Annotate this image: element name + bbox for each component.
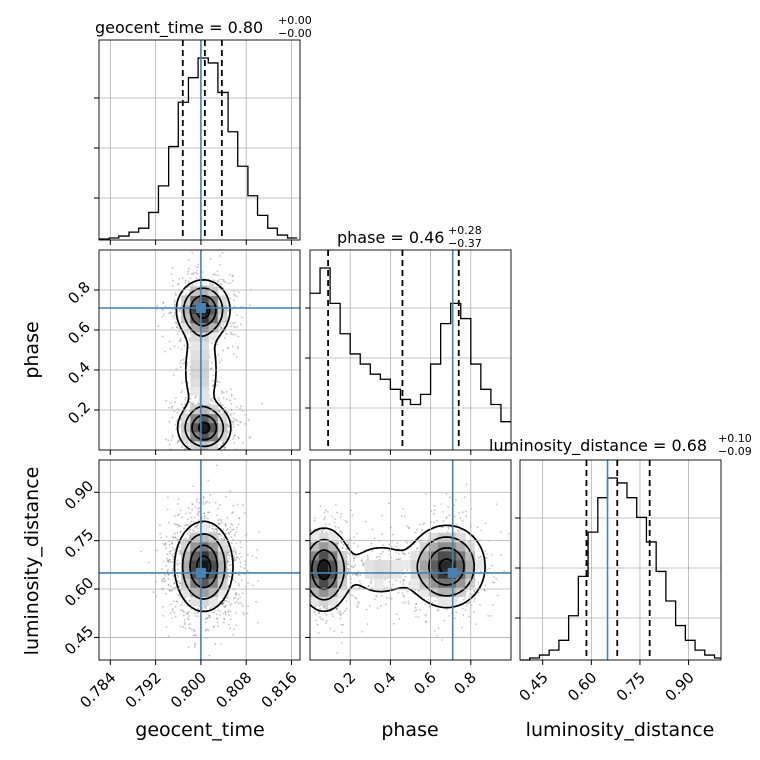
title-phase: phase = 0.46 +0.28 −0.37 [337,224,482,250]
x-tick-label: 0.8 [450,668,480,698]
truth-marker [195,567,206,578]
contour-line [175,278,232,450]
x-tick-label: 0.45 [516,668,552,704]
x-tick-label: 0.784 [76,668,119,711]
hist-panel-geocent-time [94,39,301,245]
x-tick-label: 0.75 [613,668,649,704]
tick-labels: 0.784 0.792 0.800 0.808 0.816 0.2 0.4 0.6 0.8 0.4… [61,278,698,712]
ylabel-phase: phase [21,321,43,378]
panel-frame [98,39,301,241]
title-phase-plus: +0.28 [448,224,482,237]
xlabel-phase: phase [381,719,438,741]
title-geocent-time-plus: +0.00 [278,14,312,27]
density-content [310,460,511,660]
y-tick-label: 0.60 [61,574,97,610]
density-panel-phase-vs-geocent-time [94,249,301,455]
density-panel-luminosity-distance-vs-geocent-time [94,459,301,665]
x-tick-label: 0.816 [258,668,301,711]
contour-line [310,524,486,613]
hist-step-geocent-time [99,57,298,240]
density-panel-luminosity-distance-vs-phase [305,459,512,665]
title-luminosity-distance-plus: +0.10 [718,432,752,445]
x-tick-label: 0.800 [167,668,210,711]
panel-frame [309,249,512,451]
hist-step-phase [310,267,511,423]
x-tick-label: 0.60 [564,668,600,704]
title-geocent-time-minus: −0.00 [278,27,312,40]
truth-marker [195,303,206,313]
y-tick-label: 0.4 [64,358,94,388]
ylabel-luminosity-distance: luminosity_distance [21,467,43,656]
plot-layer: 0.784 0.792 0.800 0.808 0.816 0.2 0.4 0.6 0.8 0.4… [61,39,722,712]
y-tick-label: 0.6 [64,318,94,348]
title-luminosity-distance-text: luminosity_distance = 0.68 [489,436,707,456]
x-tick-label: 0.808 [212,668,255,711]
x-tick-label: 0.792 [122,668,165,711]
panel-frame [519,459,722,661]
panel-frame [309,459,512,661]
x-tick-label: 0.2 [330,668,360,698]
xlabel-luminosity-distance: luminosity_distance [526,719,715,741]
hist-step-luminosity-distance [520,477,721,661]
y-tick-label: 0.75 [61,525,97,561]
title-geocent-time-text: geocent_time = 0.80 [95,18,263,38]
panel-frame [98,459,301,661]
truth-marker [447,567,458,578]
hist-panel-phase [305,249,512,455]
y-tick-label: 0.45 [61,622,97,658]
panel-frame [98,249,301,451]
density-content [99,250,300,450]
title-luminosity-distance: luminosity_distance = 0.68 +0.10 −0.09 [489,432,752,458]
density-cells [181,523,228,606]
y-tick-label: 0.90 [61,477,97,513]
title-geocent-time: geocent_time = 0.80 +0.00 −0.00 [95,14,312,40]
y-tick-label: 0.2 [64,398,94,428]
y-tick-label: 0.8 [64,278,94,308]
density-content [99,460,300,660]
xlabel-geocent-time: geocent_time [135,719,264,741]
x-tick-label: 0.90 [661,668,697,704]
title-phase-text: phase = 0.46 [337,228,444,247]
title-phase-minus: −0.37 [448,237,482,250]
x-tick-label: 0.6 [410,668,440,698]
x-tick-label: 0.4 [370,668,400,698]
title-luminosity-distance-minus: −0.09 [718,445,752,458]
hist-panel-luminosity-distance [515,459,722,665]
